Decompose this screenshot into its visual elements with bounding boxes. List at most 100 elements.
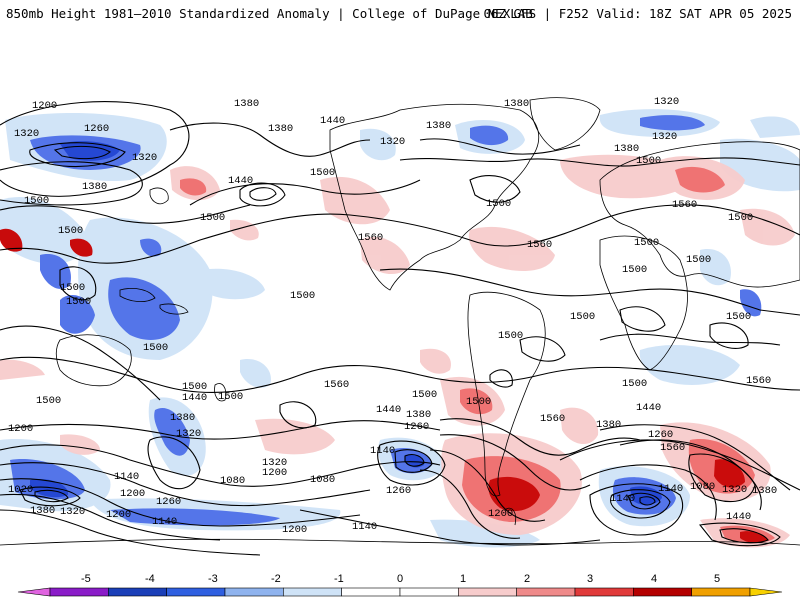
contour-label: 1260 [386, 485, 411, 497]
contour-label: 1320 [132, 152, 157, 164]
contour-labels: 1200 1380 1260 1320 1380 1440 1500 1500 … [8, 96, 777, 536]
colorbar-swatch [341, 587, 401, 597]
contour-label: 1320 [262, 457, 287, 469]
colorbar-swatch [399, 587, 459, 597]
colorbar-swatches [17, 587, 783, 597]
colorbar-swatch [633, 587, 692, 597]
colorbar-swatch [516, 587, 576, 597]
contour-label: 1140 [152, 516, 177, 528]
contour-label: 1320 [654, 96, 679, 108]
contour-label: 1320 [14, 128, 39, 140]
contour-label: 1500 [634, 237, 659, 249]
contour-label: 1500 [466, 396, 491, 408]
contour-label: 1440 [376, 404, 401, 416]
contour-label: 1140 [370, 445, 395, 457]
colorbar-tick: 3 [587, 573, 593, 585]
colorbar-swatch [49, 587, 109, 597]
colorbar-tick: 1 [460, 573, 466, 585]
contour-label: 1380 [752, 485, 777, 497]
contour-label: 1500 [622, 378, 647, 390]
colorbar-tick: -3 [208, 573, 218, 585]
contour-label: 1260 [84, 123, 109, 135]
colorbar-swatch [283, 587, 342, 597]
colorbar-tick: 0 [397, 573, 403, 585]
coastlines [0, 97, 800, 546]
colorbar-high-arrow [749, 587, 783, 597]
contour-label: 1320 [60, 506, 85, 518]
height-contours [0, 101, 800, 556]
colorbar-tick: 5 [714, 573, 720, 585]
colorbar-tick: -1 [334, 573, 344, 585]
contour-label: 1260 [404, 421, 429, 433]
contour-label: 1200 [8, 423, 33, 435]
contour-label: 1440 [182, 392, 207, 404]
contour-label: 1380 [82, 181, 107, 193]
contour-label: 1500 [636, 155, 661, 167]
contour-label: 1500 [60, 282, 85, 294]
contour-label: 1500 [310, 167, 335, 179]
contour-label: 1380 [30, 505, 55, 517]
contour-label: 1380 [504, 98, 529, 110]
colorbar-swatch [691, 587, 751, 597]
colorbar-ticks: -5 -4 -3 -2 -1 0 1 2 3 4 5 [81, 573, 720, 585]
contour-label: 1140 [658, 483, 683, 495]
contour-label: 1440 [726, 511, 751, 523]
colorbar-low-arrow [17, 587, 51, 597]
contour-label: 1500 [412, 389, 437, 401]
colorbar-tick: 4 [651, 573, 657, 585]
contour-label: 1380 [406, 409, 431, 421]
contour-label: 1380 [268, 123, 293, 135]
colorbar-tick: -2 [271, 573, 281, 585]
colorbar-legend: -5 -4 -3 -2 -1 0 1 2 3 4 5 [0, 562, 800, 600]
contour-label: 1500 [58, 225, 83, 237]
contour-label: 1380 [596, 419, 621, 431]
colorbar-tick: -4 [145, 573, 155, 585]
contour-label: 1560 [746, 375, 771, 387]
anomaly-map: 1200 1380 1260 1320 1380 1440 1500 1500 … [0, 40, 800, 558]
contour-label: 1500 [686, 254, 711, 266]
contour-label: 1320 [176, 428, 201, 440]
contour-label: 1260 [156, 496, 181, 508]
colorbar-swatch [574, 587, 634, 597]
contour-label: 1500 [218, 391, 243, 403]
contour-label: 1080 [690, 481, 715, 493]
contour-label: 1320 [652, 131, 677, 143]
contour-label: 1140 [114, 471, 139, 483]
contour-label: 1560 [358, 232, 383, 244]
contour-label: 1500 [182, 381, 207, 393]
contour-label: 1560 [540, 413, 565, 425]
contour-label: 1140 [610, 493, 635, 505]
contour-label: 1500 [24, 195, 49, 207]
contour-label: 1080 [310, 474, 335, 486]
contour-label: 1440 [636, 402, 661, 414]
contour-label: 1440 [228, 175, 253, 187]
colorbar-tick: 2 [524, 573, 530, 585]
contour-label: 1560 [324, 379, 349, 391]
contour-label: 1500 [143, 342, 168, 354]
contour-label: 1380 [234, 98, 259, 110]
contour-label: 1140 [352, 521, 377, 533]
contour-label: 1260 [648, 429, 673, 441]
contour-label: 1500 [622, 264, 647, 276]
contour-label: 1380 [426, 120, 451, 132]
contour-label: 1440 [320, 115, 345, 127]
contour-label: 1080 [220, 475, 245, 487]
contour-label: 1500 [486, 198, 511, 210]
contour-label: 1500 [200, 212, 225, 224]
contour-label: 1560 [660, 442, 685, 454]
contour-label: 1200 [32, 100, 57, 112]
contour-label: 1500 [290, 290, 315, 302]
contour-label: 1200 [262, 467, 287, 479]
contour-label: 1500 [66, 296, 91, 308]
contour-label: 1200 [488, 508, 513, 520]
model-run-info: 06Z GFS | F252 Valid: 18Z SAT APR 05 202… [483, 6, 792, 21]
contour-label: 1500 [36, 395, 61, 407]
contour-label: 1020 [8, 484, 33, 496]
map-title: 850mb Height 1981–2010 Standardized Anom… [6, 6, 533, 21]
contour-label: 1320 [380, 136, 405, 148]
colorbar-swatch [224, 587, 284, 597]
contour-label: 1500 [498, 330, 523, 342]
contour-label: 1560 [527, 239, 552, 251]
contour-label: 1200 [282, 524, 307, 536]
contour-label: 1500 [570, 311, 595, 323]
